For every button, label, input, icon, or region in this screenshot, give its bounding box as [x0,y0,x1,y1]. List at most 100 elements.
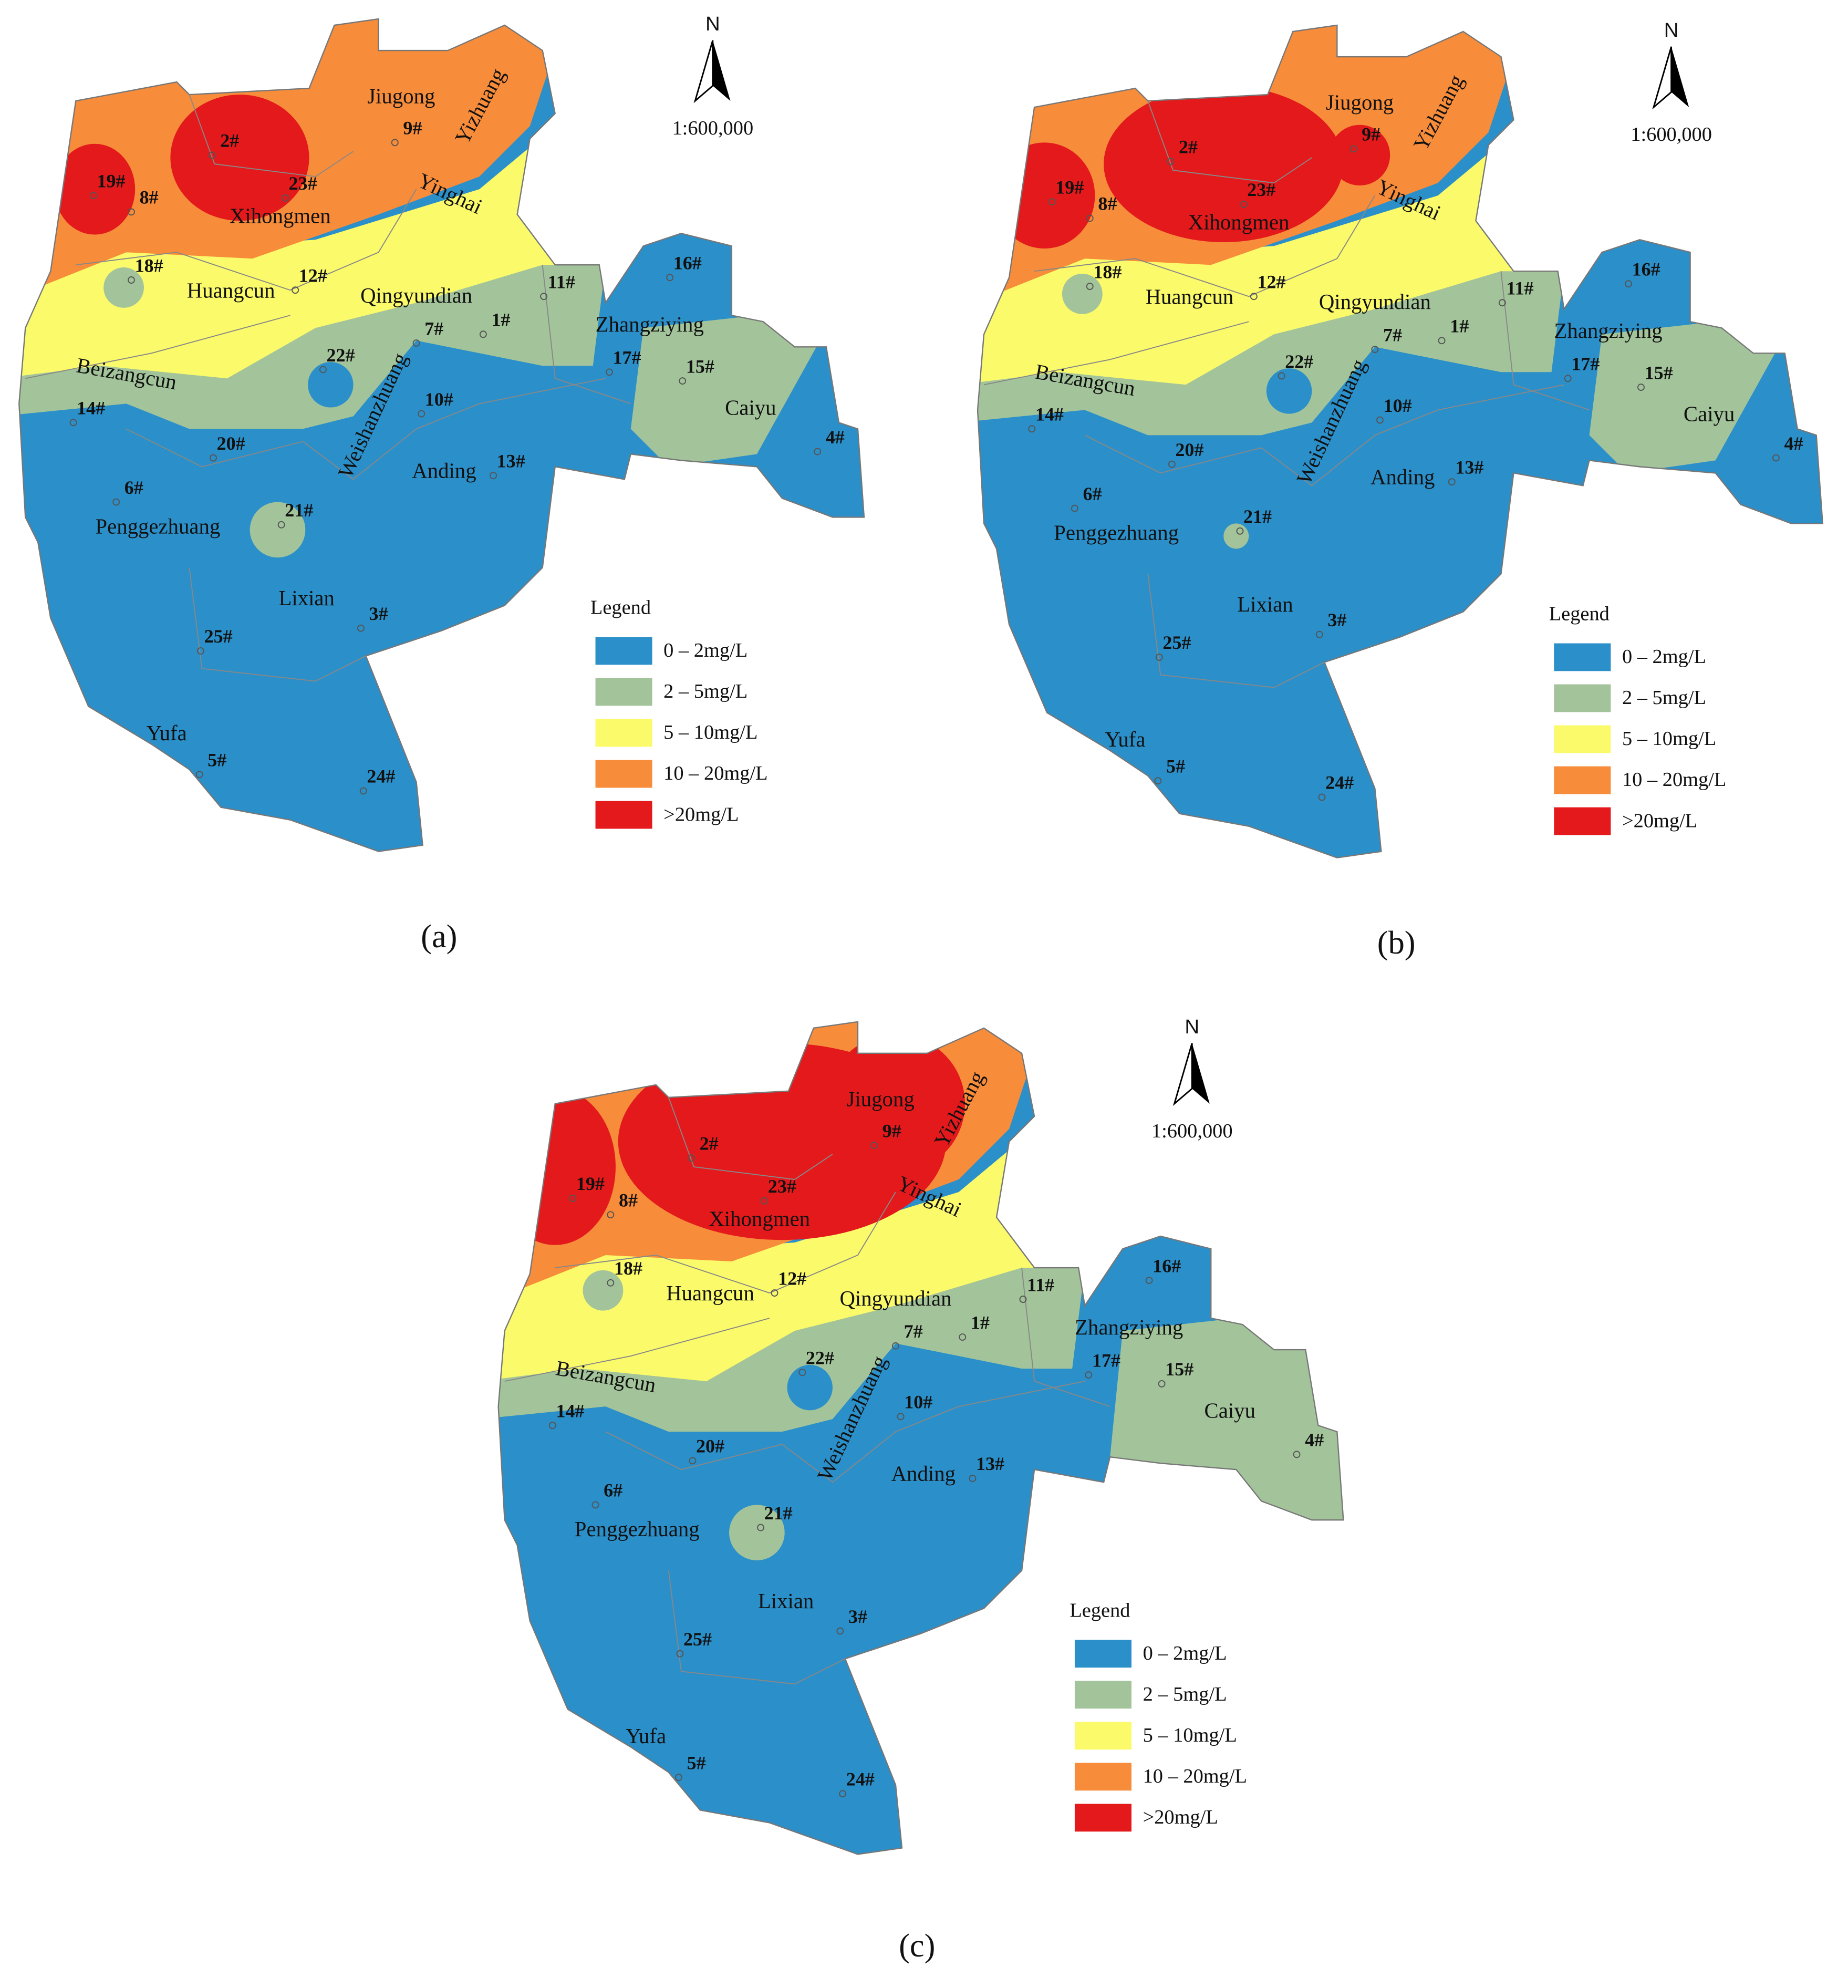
legend-label: >20mg/L [663,803,739,825]
well-marker [357,624,365,632]
well-marker [208,151,216,159]
well-label: 18# [135,255,163,276]
well-marker [1071,504,1078,512]
place-name: Zhangziying [596,313,704,336]
well-marker [1154,777,1162,785]
well-marker [1315,630,1323,638]
north-label: N [705,13,720,35]
well-label: 10# [1384,395,1412,416]
well-label: 4# [1305,1430,1324,1451]
well-label: 18# [614,1258,642,1279]
boundary [497,1021,1344,1855]
zone-2-5 [1223,523,1249,549]
well-marker [1167,158,1175,165]
well-marker [281,194,289,202]
well-label: 6# [124,477,143,498]
well-marker [757,1524,765,1531]
zone-0-2 [308,362,354,408]
well-marker [1086,283,1094,290]
legend-swatch [1074,1763,1131,1791]
well-label: 20# [1175,439,1203,460]
place-name: Qingyundian [839,1287,951,1310]
well-label: 12# [1257,271,1285,292]
place-name: Anding [1371,465,1435,489]
well-marker [210,454,217,462]
legend-swatch [1074,1804,1131,1832]
legend-swatch [1074,1640,1131,1668]
well-marker [127,276,135,284]
legend-swatch [595,801,652,829]
zones [19,19,864,852]
place-name: Lixian [1237,593,1293,616]
well-label: 11# [1027,1274,1054,1295]
well-marker [675,1774,682,1781]
place-name: Lixian [758,1589,814,1613]
zone-over-20 [54,143,136,235]
well-label: 3# [1327,609,1346,630]
well-marker [814,448,822,455]
zone-2-5 [729,1505,785,1561]
place-name: Caiyu [1205,1399,1255,1422]
well-label: 7# [424,318,443,339]
well-label: 10# [904,1392,932,1413]
well-label: 12# [299,265,327,286]
well-label: 7# [904,1321,923,1342]
well-marker [839,1790,847,1798]
well-label: 24# [367,766,395,787]
well-marker [1145,1277,1153,1284]
well-label: 9# [883,1120,901,1141]
well-marker [605,368,613,376]
zone-over-20 [1104,86,1344,242]
zone-over-20 [170,95,309,221]
well-label: 21# [764,1503,793,1524]
well-marker [1048,198,1056,206]
well-marker [1772,454,1780,462]
well-label: 25# [683,1629,712,1650]
well-label: 2# [220,130,239,151]
well-marker [761,1197,769,1205]
well-marker [1637,384,1645,391]
well-label: 25# [1162,632,1191,653]
legend-label: 0 – 2mg/L [1143,1642,1227,1664]
well-marker [1448,478,1456,486]
place-name: Caiyu [1684,402,1735,426]
north-arrow [1192,1043,1210,1104]
well-label: 1# [1450,316,1469,337]
legend-swatch [1554,725,1611,753]
well-marker [1318,793,1326,801]
well-marker [607,1279,615,1287]
place-name: Qingyundian [1319,290,1431,314]
well-label: 16# [1632,258,1660,279]
place-name: Penggezhuang [95,514,220,538]
well-marker [359,787,367,795]
north-label: N [1185,1016,1199,1038]
legend-title: Legend [590,597,651,619]
place-name: Xihongmen [1188,211,1290,234]
well-marker [1498,299,1506,307]
district-line [25,94,631,682]
legend-swatch [1554,807,1611,835]
legend-swatch [1554,684,1611,712]
legend-title: Legend [1070,1599,1130,1621]
well-label: 2# [700,1133,719,1154]
well-marker [676,1650,684,1658]
legend-label: >20mg/L [1143,1806,1218,1828]
well-marker [771,1289,778,1297]
legend-title: Legend [1549,603,1610,625]
legend-swatch [595,678,652,706]
well-label: 17# [1571,354,1600,375]
district-line [504,1097,1110,1685]
well-marker [569,1195,577,1202]
legend-label: 0 – 2mg/L [1622,646,1706,668]
panel-caption: (a) [421,918,457,955]
legend-swatch [595,760,652,788]
zone-0-2 [787,1364,833,1411]
well-label: 16# [673,252,702,273]
well-label: 23# [768,1176,796,1197]
well-marker [798,1369,806,1376]
well-marker [1349,145,1357,153]
well-label: 15# [1165,1359,1193,1380]
well-marker [1564,375,1572,382]
well-label: 12# [778,1268,806,1289]
